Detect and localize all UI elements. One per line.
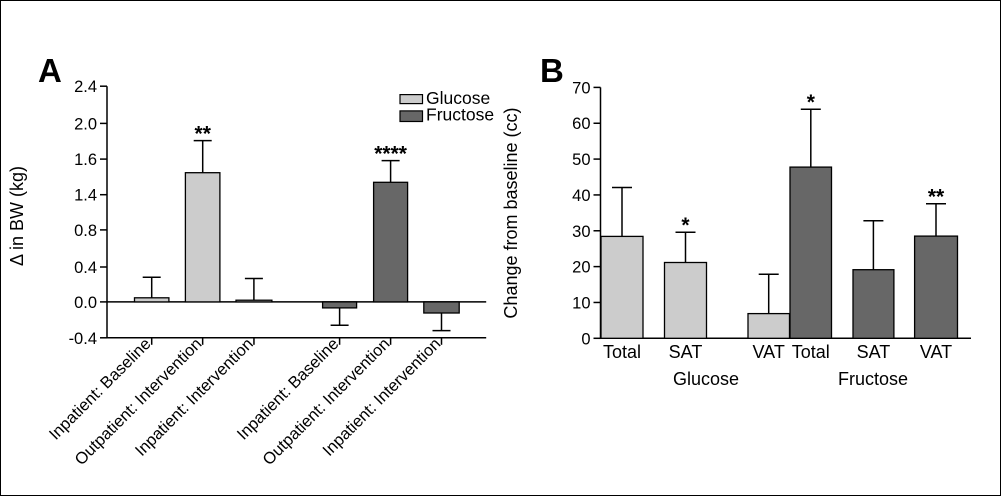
- svg-text:Δ in BW (kg): Δ in BW (kg): [7, 166, 27, 266]
- svg-text:A: A: [38, 52, 62, 89]
- svg-text:Fructose: Fructose: [426, 105, 494, 125]
- svg-text:0.4: 0.4: [74, 259, 97, 277]
- svg-text:Change from baseline (cc): Change from baseline (cc): [501, 107, 521, 318]
- svg-text:20: 20: [572, 259, 590, 277]
- svg-text:*: *: [807, 91, 816, 114]
- svg-text:SAT: SAT: [857, 342, 891, 362]
- svg-text:0.0: 0.0: [74, 294, 97, 312]
- svg-text:0: 0: [581, 330, 590, 348]
- svg-text:40: 40: [572, 187, 590, 205]
- svg-text:50: 50: [572, 151, 590, 169]
- svg-text:Total: Total: [792, 342, 830, 362]
- svg-text:Total: Total: [603, 342, 641, 362]
- svg-text:Glucose: Glucose: [673, 369, 739, 389]
- svg-text:VAT: VAT: [920, 342, 952, 362]
- svg-text:30: 30: [572, 223, 590, 241]
- svg-text:2.4: 2.4: [74, 78, 97, 96]
- svg-text:**: **: [928, 186, 945, 209]
- svg-text:****: ****: [374, 143, 408, 166]
- svg-text:VAT: VAT: [753, 342, 785, 362]
- svg-text:70: 70: [572, 79, 590, 97]
- svg-text:0.8: 0.8: [74, 222, 97, 240]
- svg-text:-0.4: -0.4: [69, 330, 97, 348]
- svg-text:60: 60: [572, 115, 590, 133]
- svg-text:Fructose: Fructose: [838, 369, 908, 389]
- svg-text:10: 10: [572, 294, 590, 312]
- svg-text:SAT: SAT: [669, 342, 703, 362]
- svg-text:B: B: [540, 52, 564, 89]
- svg-text:2.0: 2.0: [74, 115, 97, 133]
- svg-text:**: **: [195, 123, 212, 146]
- svg-text:1.4: 1.4: [74, 187, 97, 205]
- svg-text:*: *: [681, 214, 690, 237]
- svg-text:1.6: 1.6: [74, 151, 97, 169]
